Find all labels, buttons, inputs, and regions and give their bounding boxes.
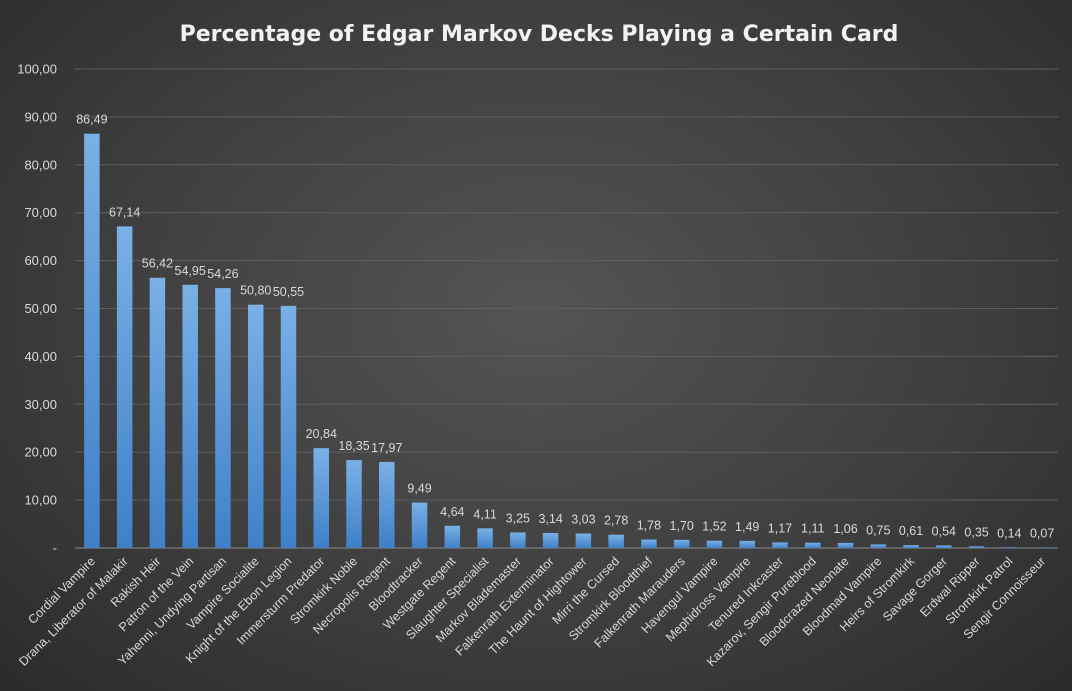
bar <box>641 539 657 548</box>
grid-lines <box>75 68 1058 549</box>
data-label: 4,64 <box>440 505 464 519</box>
bar <box>149 277 166 548</box>
data-label: 0,61 <box>899 524 923 538</box>
data-label: 67,14 <box>109 205 140 219</box>
data-label: 54,26 <box>207 267 238 281</box>
data-label: 56,42 <box>142 257 173 271</box>
data-label: 1,78 <box>637 518 661 532</box>
bar <box>1034 547 1050 549</box>
bar <box>280 305 297 548</box>
y-tick-label: 100,00 <box>17 62 57 77</box>
y-tick-label: 70,00 <box>24 205 57 220</box>
data-label: 3,03 <box>571 512 595 526</box>
data-label: 1,70 <box>670 519 694 533</box>
bar <box>510 532 526 548</box>
y-tick-label: 30,00 <box>24 397 57 412</box>
data-label: 18,35 <box>338 439 369 453</box>
y-tick-label: 90,00 <box>24 109 57 124</box>
bar <box>706 540 723 548</box>
data-label: 3,14 <box>538 512 562 526</box>
y-tick-label: 10,00 <box>24 493 57 508</box>
data-label: 86,49 <box>76 113 107 127</box>
y-tick-label: - <box>53 541 57 556</box>
data-label: 9,49 <box>407 482 431 496</box>
bar <box>247 304 264 548</box>
data-label: 4,11 <box>473 507 496 521</box>
bar <box>673 539 690 548</box>
y-tick-label: 20,00 <box>24 445 57 460</box>
bar <box>542 532 559 548</box>
data-label: 0,75 <box>866 523 890 537</box>
bar <box>575 533 592 548</box>
bar <box>870 544 887 548</box>
data-label: 0,35 <box>964 525 988 539</box>
bar <box>1001 547 1018 548</box>
bar <box>379 461 395 548</box>
bar <box>444 525 461 548</box>
data-label: 1,49 <box>735 520 759 534</box>
bar <box>903 545 919 548</box>
data-label: 1,52 <box>702 520 726 534</box>
data-label: 0,07 <box>1030 527 1054 541</box>
bar <box>739 540 755 548</box>
bar <box>772 542 788 548</box>
bar <box>411 502 428 548</box>
data-label: 1,06 <box>833 522 857 536</box>
bar <box>837 542 854 548</box>
y-tick-label: 40,00 <box>24 349 57 364</box>
bar <box>313 448 329 548</box>
data-label: 54,95 <box>175 264 206 278</box>
y-tick-label: 50,00 <box>24 301 57 316</box>
chart-title: Percentage of Edgar Markov Decks Playing… <box>180 22 899 47</box>
bar <box>968 546 985 548</box>
data-label: 0,14 <box>997 526 1021 540</box>
data-label: 1,17 <box>768 521 792 535</box>
y-tick-label: 60,00 <box>24 253 57 268</box>
bar <box>182 284 198 548</box>
data-label: 20,84 <box>306 427 337 441</box>
bar <box>215 288 231 548</box>
data-label: 50,55 <box>273 285 304 299</box>
data-label: 17,97 <box>371 441 402 455</box>
bar <box>116 226 133 548</box>
bar <box>84 133 100 549</box>
y-axis-ticks: - 10,00 20,00 30,00 40,00 50,00 60,00 70,00 80,0… <box>17 62 57 556</box>
bar <box>477 528 493 548</box>
data-label: 1,11 <box>801 522 824 536</box>
bar <box>608 534 624 548</box>
y-tick-label: 80,00 <box>24 157 57 172</box>
data-label: 3,25 <box>506 511 530 525</box>
data-label: 2,78 <box>604 514 628 528</box>
data-label: 0,54 <box>932 524 956 538</box>
bar <box>936 545 952 548</box>
data-label: 50,80 <box>240 284 271 298</box>
bars <box>84 133 1050 549</box>
bar <box>805 542 821 548</box>
bar <box>346 460 362 548</box>
